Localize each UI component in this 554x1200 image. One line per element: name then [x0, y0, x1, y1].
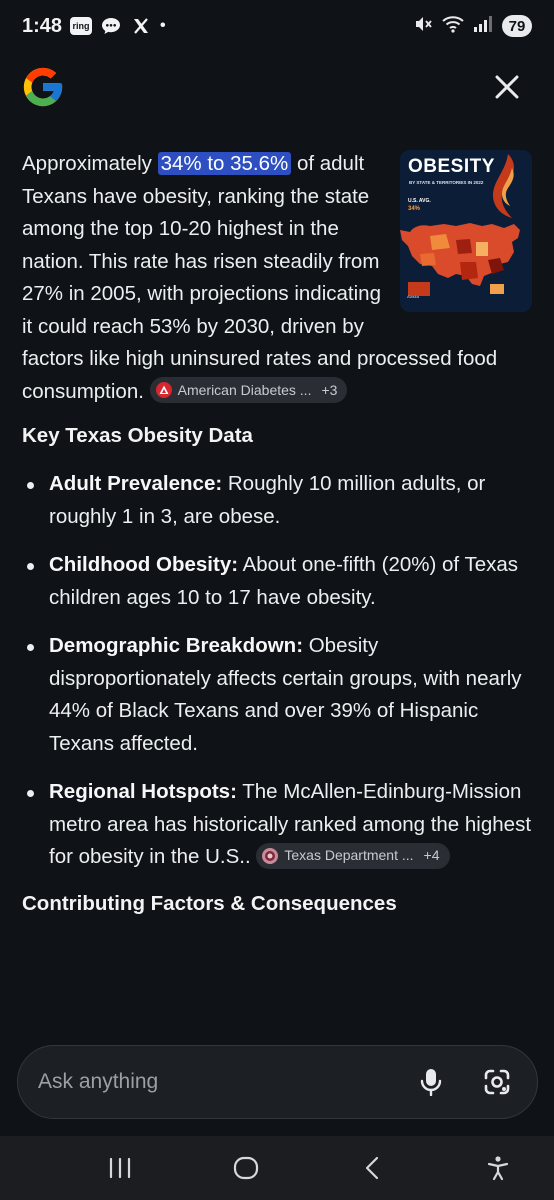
bullet-title: Adult Prevalence: [49, 472, 223, 495]
recent-apps-button[interactable] [84, 1143, 156, 1193]
us-avg-value: 34% [408, 206, 421, 212]
ai-answer: Alaska OBESITY BY STATE & TERRITORIES IN… [22, 148, 532, 918]
bullet-title: Regional Hotspots: [49, 780, 237, 803]
ring-app-icon: ring [70, 17, 93, 35]
google-g-logo[interactable] [20, 64, 66, 110]
google-lens-icon[interactable] [481, 1066, 513, 1098]
bullet-title: Demographic Breakdown: [49, 634, 304, 657]
bullet-text: About one-fifth (20%) of Texas children … [49, 553, 518, 609]
list-item: Regional Hotspots: The McAllen-Edinburg-… [22, 776, 532, 874]
source-chip-more: +4 [423, 847, 440, 864]
list-item: Demographic Breakdown: Obesity dispropor… [22, 630, 532, 760]
answer-highlight[interactable]: 34% to 35.6% [157, 152, 292, 175]
home-button[interactable] [210, 1143, 282, 1193]
bullet-title: Childhood Obesity: [49, 553, 239, 576]
close-button[interactable] [490, 70, 524, 104]
x-app-icon [130, 17, 152, 35]
bullet-text: Obesity disproportionately affects certa… [49, 634, 522, 755]
answer-paragraph: Approximately 34% to 35.6% of adult Texa… [22, 148, 532, 408]
mute-icon [413, 14, 433, 39]
home-icon [233, 1156, 259, 1180]
bullet-text: Roughly 10 million adults, or roughly 1 … [49, 472, 486, 528]
bullet-text: The McAllen-Edinburg-Mission metro area … [49, 780, 532, 868]
messages-icon [100, 17, 122, 35]
svg-text:Alaska: Alaska [407, 294, 420, 299]
answer-body: of adult Texans have obesity, ranking th… [22, 152, 498, 403]
back-icon [365, 1156, 379, 1180]
status-time: 1:48 [22, 14, 63, 37]
key-data-heading: Key Texas Obesity Data [22, 424, 253, 447]
microphone-icon[interactable] [415, 1066, 447, 1098]
wifi-icon [442, 15, 464, 38]
american-diabetes-logo [155, 382, 172, 399]
back-button[interactable] [336, 1143, 408, 1193]
header [0, 52, 554, 122]
source-chip-texas-department[interactable]: Texas Department ... +4 [256, 842, 450, 869]
contributing-heading: Contributing Factors & Consequences [22, 891, 397, 915]
recent-apps-icon [109, 1157, 131, 1179]
signal-icon [473, 15, 493, 38]
thumbnail-title: OBESITY [408, 156, 495, 177]
list-item: Childhood Obesity: About one-fifth (20%)… [22, 549, 532, 614]
accessibility-icon [487, 1156, 509, 1181]
key-data-list: Adult Prevalence: Roughly 10 million adu… [22, 468, 532, 874]
system-nav-bar [0, 1136, 554, 1200]
list-item: Adult Prevalence: Roughly 10 million adu… [22, 468, 532, 533]
texas-dept-logo [262, 847, 279, 864]
us-avg-label: U.S. AVG. [408, 198, 431, 204]
battery-indicator: 79 [502, 15, 532, 37]
dot-indicator: • [160, 17, 166, 34]
ask-bar[interactable] [17, 1045, 538, 1119]
ask-input[interactable] [38, 1070, 415, 1094]
source-chip-label: American Diabetes ... [177, 381, 312, 398]
source-chip-label: Texas Department ... [284, 847, 414, 864]
answer-lead: Approximately [22, 152, 158, 175]
accessibility-button[interactable] [462, 1143, 534, 1193]
thumbnail-subtitle: BY STATE & TERRITORIES IN 2022 [409, 180, 484, 185]
obesity-map-thumbnail[interactable]: Alaska OBESITY BY STATE & TERRITORIES IN… [400, 150, 532, 312]
close-icon [495, 75, 519, 99]
source-chip-more: +3 [321, 381, 338, 398]
source-chip-american-diabetes[interactable]: American Diabetes ... +3 [149, 377, 348, 404]
status-bar: 1:48 ring • 79 [0, 0, 554, 52]
